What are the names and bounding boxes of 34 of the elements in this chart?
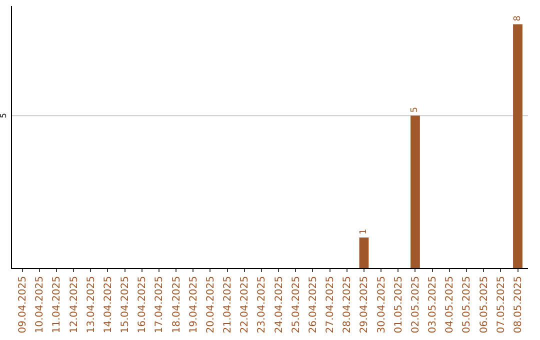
x-tick-label: 23.04.2025 (256, 276, 268, 334)
x-tick-label: 04.05.2025 (444, 276, 456, 334)
x-tick-label: 15.04.2025 (120, 276, 132, 334)
x-tick-label: 19.04.2025 (188, 276, 200, 334)
x-tick-label: 14.04.2025 (102, 276, 114, 334)
x-tick-label: 12.04.2025 (68, 276, 80, 334)
x-tick-label: 24.04.2025 (274, 276, 285, 334)
ref-line-label: 5 (0, 113, 8, 118)
x-tick-label: 09.04.2025 (18, 276, 28, 334)
x-tick-label: 21.04.2025 (222, 276, 234, 334)
x-tick-label: 03.05.2025 (428, 276, 439, 334)
x-tick-label: 16.04.2025 (137, 276, 148, 334)
x-tick-label: 27.04.2025 (325, 276, 336, 334)
x-tick-label: 01.05.2025 (393, 276, 404, 334)
x-tick-label: 18.04.2025 (171, 276, 182, 334)
x-tick-label: 29.04.2025 (359, 276, 370, 334)
x-tick-label: 07.05.2025 (496, 276, 507, 334)
x-tick-label: 11.04.2025 (52, 276, 63, 334)
data-label: 5 (410, 106, 420, 113)
x-tick-label: 13.04.2025 (86, 276, 97, 334)
x-tick-label: 20.04.2025 (205, 276, 216, 334)
x-tick-label: 10.04.2025 (34, 276, 46, 334)
x-tick-label: 25.04.2025 (290, 276, 302, 334)
x-tick-label: 08.05.2025 (513, 276, 524, 334)
data-label: 1 (358, 228, 369, 235)
x-tick-label: 06.05.2025 (478, 276, 490, 334)
x-tick-label: 17.04.2025 (154, 276, 166, 334)
x-tick-label: 22.04.2025 (240, 276, 251, 334)
data-label: 8 (512, 15, 523, 22)
x-tick-label: 30.04.2025 (376, 276, 388, 334)
x-tick-label: 28.04.2025 (342, 276, 354, 334)
x-tick-label: 02.05.2025 (410, 276, 422, 334)
x-tick-label: 26.04.2025 (308, 276, 319, 334)
x-tick-label: 05.05.2025 (462, 276, 473, 334)
